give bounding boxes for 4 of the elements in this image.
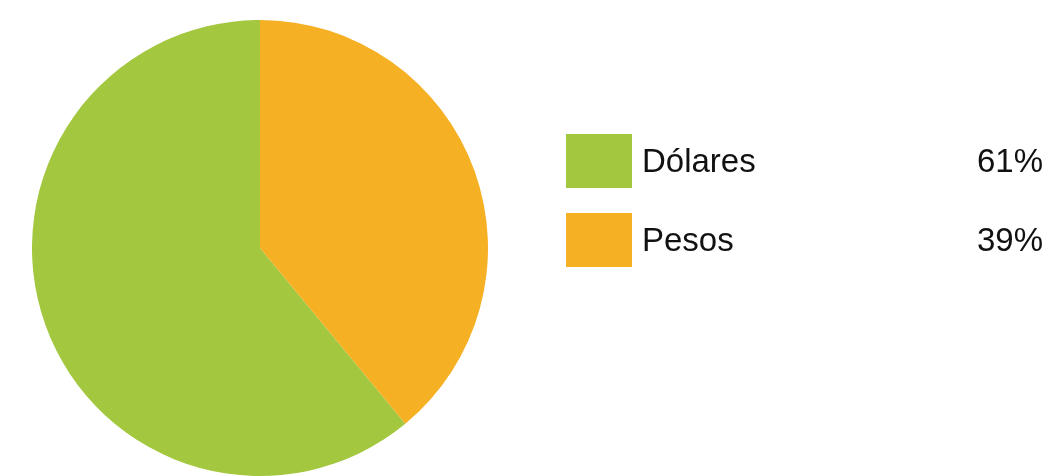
data-label: 39% [977,221,1044,259]
legend-label: Pesos [642,221,735,259]
legend-label: Dólares [642,142,757,180]
data-label: 61% [977,142,1044,180]
